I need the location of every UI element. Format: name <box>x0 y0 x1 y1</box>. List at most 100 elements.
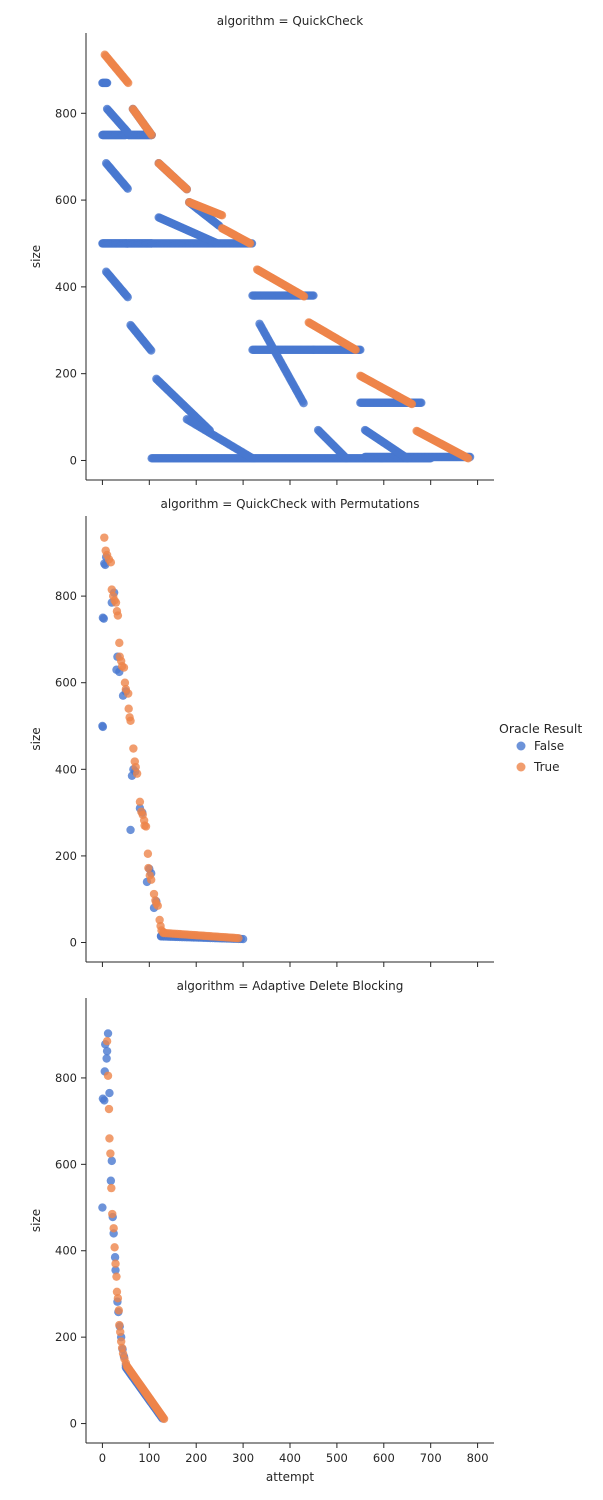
point-true <box>109 1224 118 1233</box>
y-tick-label: 0 <box>70 453 77 467</box>
x-tick-label: 0 <box>99 1451 106 1465</box>
point-false <box>123 292 132 302</box>
point-false <box>123 128 132 137</box>
point-true <box>114 1306 124 1315</box>
point-false <box>110 1253 120 1262</box>
facet-panel-1: algorithm = QuickCheck 0 200 400 600 800 size <box>29 14 494 485</box>
point-false <box>403 454 412 463</box>
point-true <box>115 1320 124 1330</box>
point-true <box>108 1209 117 1219</box>
scatter-points <box>98 50 475 463</box>
x-tick-label: 800 <box>467 1451 489 1465</box>
legend-label-true: True <box>533 760 560 774</box>
point-true <box>182 185 192 194</box>
y-tick-label: 200 <box>55 849 77 863</box>
y-tick-label: 200 <box>55 367 77 381</box>
y-tick-label: 400 <box>55 280 77 294</box>
point-true <box>112 1272 121 1281</box>
point-true <box>115 638 124 648</box>
point-true <box>104 1104 114 1114</box>
point-false <box>105 1088 114 1098</box>
point-true <box>144 863 153 873</box>
point-false <box>146 346 156 355</box>
point-true <box>111 1259 120 1268</box>
panel-title: algorithm = Adaptive Delete Blocking <box>177 979 404 993</box>
point-false <box>98 1203 107 1212</box>
facet-panel-3: algorithm = Adaptive Delete Blocking 0 200… <box>29 979 494 1484</box>
legend-title: Oracle Result <box>499 721 582 736</box>
x-tick-label: 500 <box>326 1451 348 1465</box>
point-true <box>299 292 309 301</box>
point-false <box>212 239 222 248</box>
point-true <box>113 1294 123 1303</box>
point-true <box>131 762 140 772</box>
point-true <box>120 678 130 687</box>
scatter-points <box>98 1029 169 1424</box>
point-false <box>417 398 426 407</box>
y-tick-label: 800 <box>55 589 77 603</box>
point-true <box>147 130 156 140</box>
y-tick-label: 600 <box>55 676 77 690</box>
point-false <box>247 453 256 462</box>
point-true <box>116 1327 125 1337</box>
point-true <box>124 704 133 713</box>
point-true <box>124 78 133 88</box>
point-true <box>129 744 138 753</box>
point-true <box>351 345 360 355</box>
point-true <box>407 399 417 409</box>
point-true <box>106 1149 115 1158</box>
point-true <box>100 533 109 542</box>
x-tick-label: 300 <box>232 1451 254 1465</box>
point-false <box>102 1054 111 1063</box>
point-true <box>132 769 142 778</box>
point-true <box>105 1134 114 1143</box>
x-tick-label: 200 <box>185 1451 207 1465</box>
y-tick-label: 600 <box>55 193 77 207</box>
point-true <box>116 1337 126 1346</box>
x-axis-label: attempt <box>266 1470 314 1484</box>
point-true <box>124 689 133 698</box>
point-true <box>149 889 159 899</box>
y-tick-label: 0 <box>70 936 77 950</box>
y-tick-label: 800 <box>55 1071 77 1085</box>
legend-marker-false <box>516 741 526 751</box>
point-false <box>103 1029 113 1038</box>
point-false <box>99 614 109 623</box>
point-false <box>107 1156 116 1166</box>
y-axis-label: size <box>29 245 43 268</box>
point-false <box>126 825 135 835</box>
point-true <box>111 598 121 607</box>
point-true <box>103 1071 113 1080</box>
point-true <box>245 239 255 248</box>
point-true <box>107 1183 116 1193</box>
point-true <box>217 211 227 220</box>
point-true <box>110 1243 119 1252</box>
panel-title: algorithm = QuickCheck <box>217 14 363 28</box>
point-false <box>309 291 318 300</box>
point-true <box>141 822 151 831</box>
y-tick-label: 200 <box>55 1330 77 1344</box>
point-false <box>111 1265 120 1275</box>
legend-label-false: False <box>534 739 564 753</box>
point-true <box>106 558 116 567</box>
point-true <box>159 1414 169 1424</box>
y-axis-label: size <box>29 1209 43 1232</box>
x-tick-label: 400 <box>279 1451 301 1465</box>
point-true <box>234 933 243 943</box>
y-tick-label: 600 <box>55 1157 77 1171</box>
legend-marker-true <box>516 762 526 772</box>
point-true <box>143 849 153 858</box>
point-true <box>146 875 156 884</box>
point-false <box>98 722 108 732</box>
y-tick-label: 400 <box>55 762 77 776</box>
point-true <box>113 611 123 620</box>
point-true <box>464 454 473 463</box>
y-tick-label: 400 <box>55 1244 77 1258</box>
x-tick-label: 600 <box>373 1451 395 1465</box>
point-true <box>119 663 129 672</box>
point-false <box>102 1046 112 1056</box>
point-false <box>342 454 351 463</box>
point-false <box>102 78 112 88</box>
y-tick-label: 800 <box>55 106 77 120</box>
